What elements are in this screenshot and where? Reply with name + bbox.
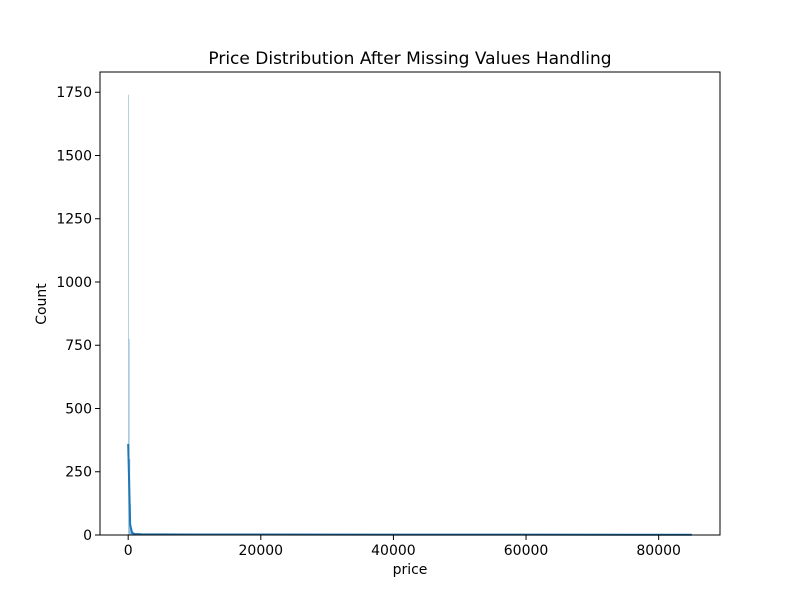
x-tick-label: 80000 bbox=[636, 543, 681, 559]
plot-frame bbox=[99, 71, 721, 536]
x-axis: 0 20000 40000 60000 80000 bbox=[124, 535, 681, 559]
x-axis-label: price bbox=[393, 562, 428, 578]
y-tick-label: 250 bbox=[65, 465, 92, 481]
x-tick-label: 20000 bbox=[239, 543, 284, 559]
x-tick-label: 0 bbox=[124, 543, 133, 559]
y-tick-label: 500 bbox=[65, 401, 92, 417]
y-tick-label: 1750 bbox=[56, 85, 92, 101]
chart-title: Price Distribution After Missing Values … bbox=[208, 49, 611, 69]
histogram-bar bbox=[128, 338, 130, 535]
y-tick-label: 1500 bbox=[56, 148, 92, 164]
y-tick-label: 0 bbox=[83, 528, 92, 544]
y-axis: 0 250 500 750 1000 1250 1500 1750 bbox=[56, 85, 100, 544]
histogram-bar bbox=[128, 94, 129, 535]
y-axis-label: Count bbox=[34, 283, 50, 325]
x-tick-label: 60000 bbox=[504, 543, 549, 559]
y-tick-label: 1250 bbox=[56, 212, 92, 228]
y-tick-label: 750 bbox=[65, 338, 92, 354]
y-tick-label: 1000 bbox=[56, 275, 92, 291]
kde-line bbox=[127, 443, 692, 536]
x-tick-label: 40000 bbox=[371, 543, 416, 559]
